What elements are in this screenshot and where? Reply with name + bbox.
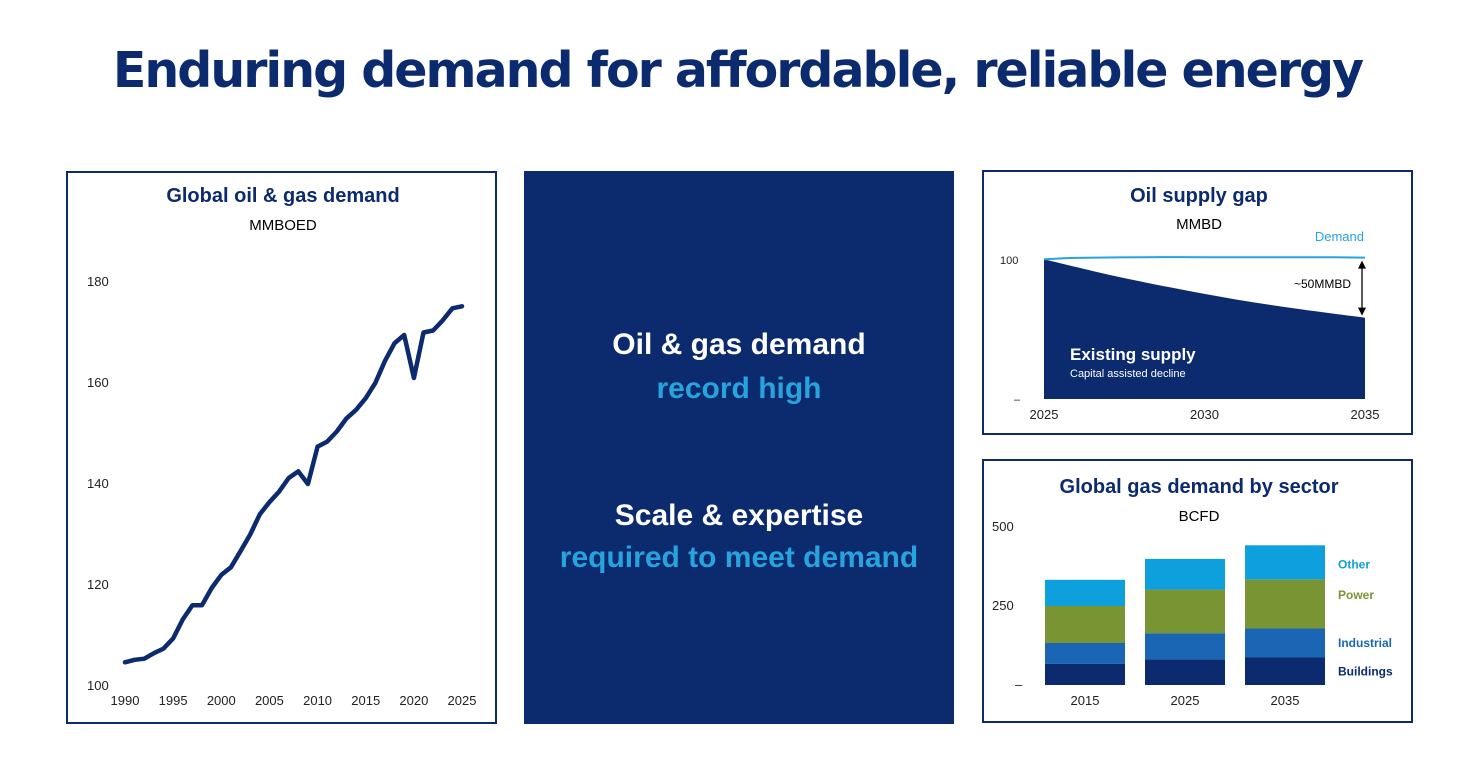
- bar-segment-industrial-2025: [1145, 633, 1225, 660]
- chart-title: Global oil & gas demand: [166, 185, 399, 207]
- chart-title: Oil supply gap: [1130, 185, 1268, 207]
- y-tick-label: 160: [87, 375, 109, 390]
- message-line-2: record high: [656, 372, 822, 405]
- existing-supply-label: Existing supply: [1070, 345, 1196, 364]
- x-tick-label: 2015: [351, 693, 380, 708]
- bar-segment-buildings-2025: [1145, 659, 1225, 685]
- demand-legend-label: Demand: [1315, 229, 1364, 244]
- x-tick-label: 2020: [399, 693, 428, 708]
- bar-segment-power-2015: [1045, 606, 1125, 643]
- oil-supply-gap-panel: Oil supply gap MMBD Demand ~50MMBD Exist…: [982, 170, 1413, 435]
- y-tick-label: 100: [87, 678, 109, 693]
- oil-supply-gap-chart: Oil supply gap MMBD Demand ~50MMBD Exist…: [1000, 185, 1380, 422]
- message-line-1: Oil & gas demand: [612, 328, 866, 361]
- legend-other: Other: [1338, 557, 1370, 571]
- x-tick-label: 2000: [207, 693, 236, 708]
- chart-unit: BCFD: [1179, 508, 1220, 525]
- legend-buildings: Buildings: [1338, 664, 1393, 678]
- message-panel: Oil & gas demand record high Scale & exp…: [524, 171, 954, 724]
- x-tick-label: 2025: [448, 693, 477, 708]
- demand-series-line: [122, 304, 465, 665]
- chart-title: Global gas demand by sector: [1060, 476, 1339, 498]
- x-tick-label: 2025: [1171, 693, 1200, 708]
- x-tick-label: 2035: [1271, 693, 1300, 708]
- message-line-3: Scale & expertise: [614, 499, 864, 532]
- existing-supply-sublabel: Capital assisted decline: [1070, 368, 1186, 380]
- chart-unit: MMBOED: [249, 217, 317, 234]
- oil-gas-demand-panel: Global oil & gas demand MMBOED 100 120 140…: [66, 171, 497, 724]
- y-tick-label: 500: [992, 519, 1014, 534]
- bar-segment-other-2035: [1245, 545, 1325, 580]
- x-tick-label: 2035: [1351, 407, 1380, 422]
- page-headline: Enduring demand for affordable, reliable…: [112, 42, 1364, 99]
- legend-industrial: Industrial: [1338, 636, 1392, 650]
- bar-segment-power-2025: [1145, 589, 1225, 634]
- y-tick-label: 250: [992, 598, 1014, 613]
- legend-power: Power: [1338, 588, 1374, 602]
- supply-gap-arrow: [1358, 260, 1366, 316]
- x-tick-label: 2015: [1071, 693, 1100, 708]
- y-tick-label: 140: [87, 476, 109, 491]
- x-tick-label: 2025: [1030, 407, 1059, 422]
- y-tick-label: 120: [87, 577, 109, 592]
- y-tick-label: 100: [1000, 255, 1018, 267]
- x-tick-label: 1995: [159, 693, 188, 708]
- bar-segment-buildings-2035: [1245, 657, 1325, 685]
- y-tick-label: –: [1015, 677, 1023, 692]
- gas-demand-sector-panel: Global gas demand by sector BCFD 500 250 –…: [982, 459, 1413, 723]
- y-tick-label: –: [1014, 394, 1021, 406]
- demand-line: [1043, 256, 1366, 261]
- x-tick-label: 1990: [111, 693, 140, 708]
- x-tick-label: 2010: [303, 693, 332, 708]
- bar-segment-other-2015: [1045, 579, 1125, 606]
- x-tick-label: 2030: [1190, 407, 1219, 422]
- supply-gap-label: ~50MMBD: [1294, 277, 1351, 291]
- existing-supply-area: [1044, 259, 1365, 399]
- x-tick-label: 2005: [255, 693, 284, 708]
- chart-unit: MMBD: [1176, 216, 1222, 233]
- bar-segment-buildings-2015: [1045, 663, 1125, 685]
- message-line-4: required to meet demand: [559, 541, 919, 574]
- bar-segment-power-2035: [1245, 579, 1325, 629]
- oil-gas-demand-chart: Global oil & gas demand MMBOED 100 120 140…: [87, 185, 477, 708]
- bar-segment-industrial-2035: [1245, 628, 1325, 658]
- bar-segment-industrial-2015: [1045, 643, 1125, 664]
- y-tick-label: 180: [87, 274, 109, 289]
- gas-demand-sector-chart: Global gas demand by sector BCFD 500 250 –…: [992, 476, 1393, 708]
- bar-segment-other-2025: [1145, 558, 1225, 590]
